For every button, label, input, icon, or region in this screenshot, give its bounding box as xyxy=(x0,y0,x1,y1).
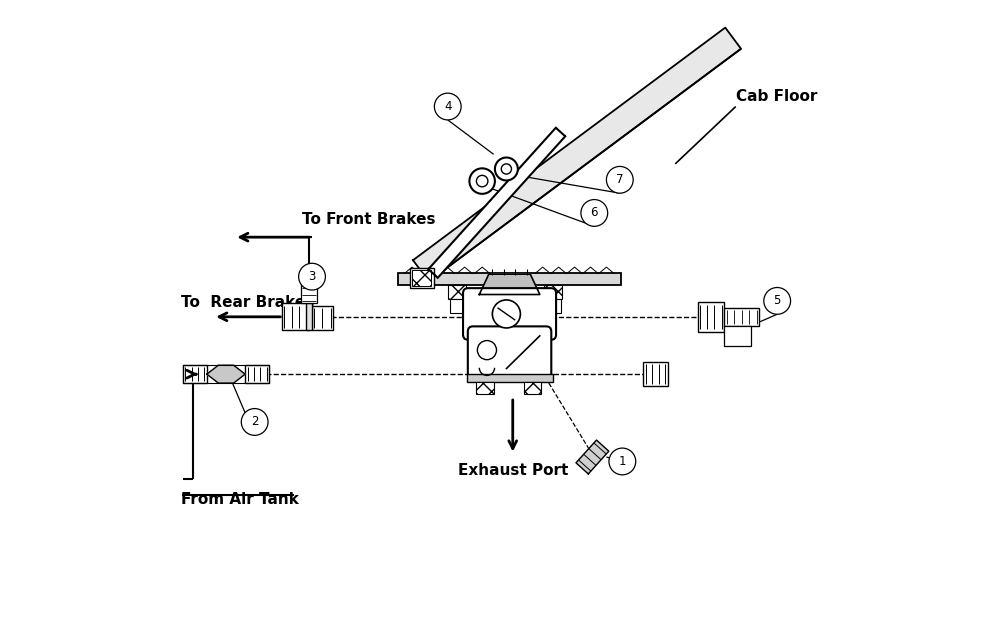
Bar xyxy=(301,279,317,303)
Text: To Front Brakes: To Front Brakes xyxy=(302,212,436,227)
Text: Exhaust Port: Exhaust Port xyxy=(458,463,568,478)
Polygon shape xyxy=(428,128,565,278)
Circle shape xyxy=(581,200,608,227)
Circle shape xyxy=(434,93,461,120)
Text: To  Rear Brakes: To Rear Brakes xyxy=(181,294,315,310)
Circle shape xyxy=(501,164,511,174)
Bar xyxy=(306,303,312,330)
Text: 6: 6 xyxy=(591,207,598,220)
Circle shape xyxy=(495,157,518,180)
Bar xyxy=(312,306,333,330)
Circle shape xyxy=(764,287,791,314)
Circle shape xyxy=(477,340,496,360)
FancyBboxPatch shape xyxy=(463,288,556,340)
Circle shape xyxy=(299,263,325,290)
Bar xyxy=(724,308,759,326)
Bar xyxy=(450,299,465,313)
Bar xyxy=(544,285,562,299)
Circle shape xyxy=(492,300,520,328)
Text: 2: 2 xyxy=(251,415,258,428)
Bar xyxy=(398,273,621,285)
Text: From Air Tank: From Air Tank xyxy=(181,492,299,507)
Polygon shape xyxy=(207,365,245,383)
Bar xyxy=(183,365,269,383)
Bar xyxy=(545,299,561,313)
Circle shape xyxy=(606,166,633,193)
Circle shape xyxy=(469,168,495,194)
Bar xyxy=(282,303,309,330)
Bar xyxy=(524,383,541,394)
Text: Cab Floor: Cab Floor xyxy=(736,90,817,104)
Bar xyxy=(410,268,434,288)
Text: 1: 1 xyxy=(619,455,626,468)
Bar xyxy=(476,383,494,394)
Text: 7: 7 xyxy=(616,173,624,186)
Bar xyxy=(724,326,751,346)
Circle shape xyxy=(241,408,268,435)
Circle shape xyxy=(609,448,636,475)
Bar xyxy=(448,285,466,299)
Bar xyxy=(245,365,269,383)
Bar xyxy=(643,362,668,387)
Bar xyxy=(412,269,431,285)
Bar xyxy=(183,365,207,383)
Circle shape xyxy=(476,175,488,187)
Text: 4: 4 xyxy=(444,100,451,113)
Polygon shape xyxy=(413,28,741,282)
Polygon shape xyxy=(479,274,540,294)
Text: 3: 3 xyxy=(308,270,316,283)
Bar xyxy=(698,301,724,332)
Text: 5: 5 xyxy=(774,294,781,307)
Bar xyxy=(467,374,553,383)
FancyBboxPatch shape xyxy=(468,326,551,378)
Polygon shape xyxy=(576,440,609,474)
